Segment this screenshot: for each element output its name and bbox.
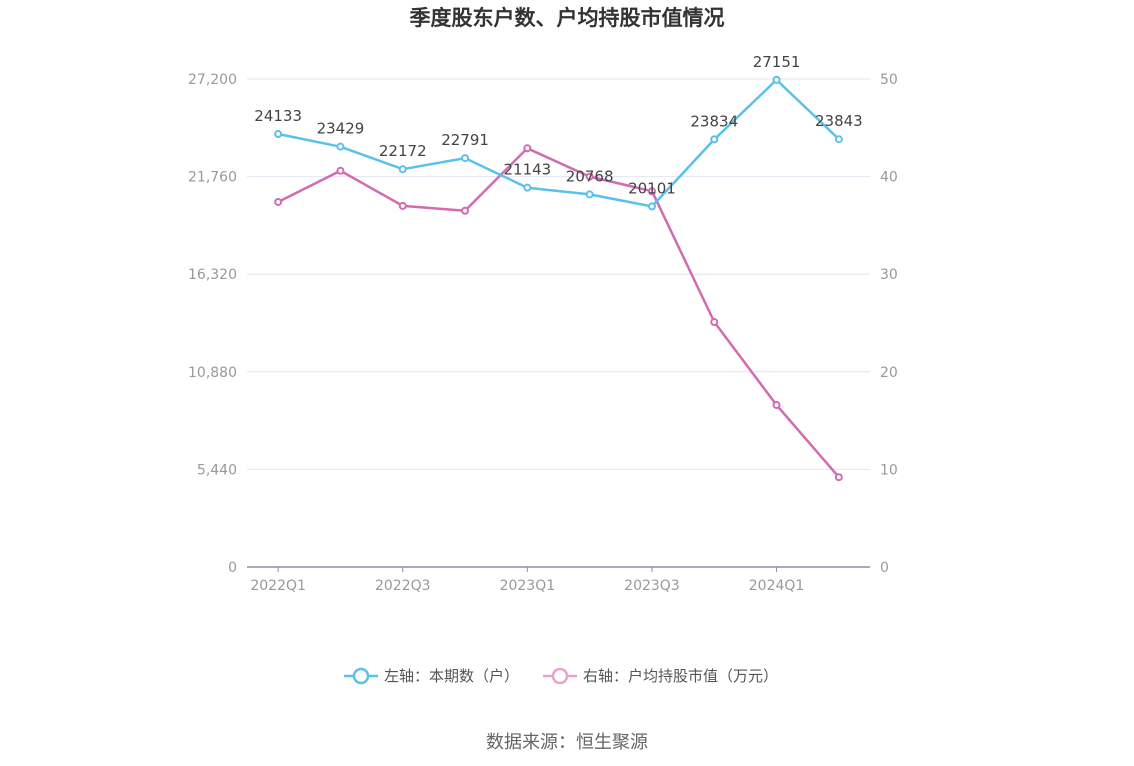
y-left-tick-label: 21,760 — [188, 170, 237, 186]
point-holders — [336, 142, 345, 151]
y-right-tick-label: 50 — [880, 72, 898, 88]
legend[interactable]: 左轴：本期数（户） 右轴：户均持股市值（万元） — [344, 667, 778, 685]
data-label: 27151 — [753, 53, 801, 71]
legend-item-holders[interactable]: 左轴：本期数（户） — [344, 667, 519, 685]
point-holders — [772, 75, 781, 84]
data-label: 23429 — [317, 120, 365, 138]
y-right-tick-label: 30 — [880, 267, 898, 283]
x-tick-label: 2024Q1 — [749, 578, 805, 594]
y-left-tick-label: 5,440 — [197, 462, 237, 478]
x-tick-label: 2022Q1 — [250, 578, 306, 594]
x-tick-label: 2022Q3 — [375, 578, 431, 594]
point-holders — [647, 202, 656, 211]
data-label: 24133 — [254, 107, 302, 125]
y-left-tick-label: 10,880 — [188, 365, 237, 381]
point-holders — [398, 165, 407, 174]
legend-label: 右轴：户均持股市值（万元） — [583, 667, 778, 685]
point-avg-value — [772, 400, 781, 409]
source-note: 数据来源：恒生聚源 — [486, 732, 648, 753]
y-right-tick-label: 0 — [880, 560, 889, 576]
y-right-tick-label: 10 — [880, 462, 898, 478]
data-label: 22172 — [379, 142, 427, 160]
legend-label: 左轴：本期数（户） — [384, 667, 519, 685]
point-avg-value — [398, 201, 407, 210]
series-line-avg-value — [277, 147, 840, 479]
legend-marker-icon — [352, 667, 370, 685]
point-avg-value — [336, 166, 345, 175]
data-labels: 24133 23429 22172 22791 21143 20768 20101 23834… — [254, 53, 862, 197]
data-label: 23843 — [815, 112, 863, 130]
data-label: 20101 — [628, 179, 676, 197]
y-left-tick-label: 16,320 — [188, 267, 237, 283]
y-left-tick-label: 27,200 — [188, 72, 237, 88]
point-avg-value — [523, 144, 532, 153]
data-label: 21143 — [503, 161, 551, 179]
point-avg-value — [710, 318, 719, 327]
legend-item-avg-value[interactable]: 右轴：户均持股市值（万元） — [543, 667, 778, 685]
y-right-tick-label: 40 — [880, 170, 898, 186]
axes: 0 0 5,440 10 10,880 20 16,320 30 21,760 40 27,200 5… — [188, 72, 898, 594]
series-line-holders — [277, 78, 840, 208]
data-label: 20768 — [566, 167, 614, 185]
point-holders — [710, 135, 719, 144]
point-holders — [585, 190, 594, 199]
point-holders — [461, 154, 470, 163]
point-holders — [834, 135, 843, 144]
point-holders — [523, 183, 532, 192]
data-label: 22791 — [441, 131, 489, 149]
x-tick-label: 2023Q1 — [500, 578, 556, 594]
data-label: 23834 — [690, 112, 738, 130]
point-avg-value — [647, 187, 656, 196]
point-avg-value — [585, 172, 594, 181]
point-avg-value — [461, 206, 470, 215]
y-left-tick-label: 0 — [228, 560, 237, 576]
y-right-tick-label: 20 — [880, 365, 898, 381]
series-lines — [274, 75, 843, 482]
legend-marker-icon — [551, 667, 569, 685]
point-avg-value — [834, 473, 843, 482]
point-avg-value — [274, 197, 283, 206]
x-tick-label: 2023Q3 — [624, 578, 680, 594]
point-holders — [274, 130, 283, 139]
chart-title: 季度股东户数、户均持股市值情况 — [410, 6, 725, 30]
